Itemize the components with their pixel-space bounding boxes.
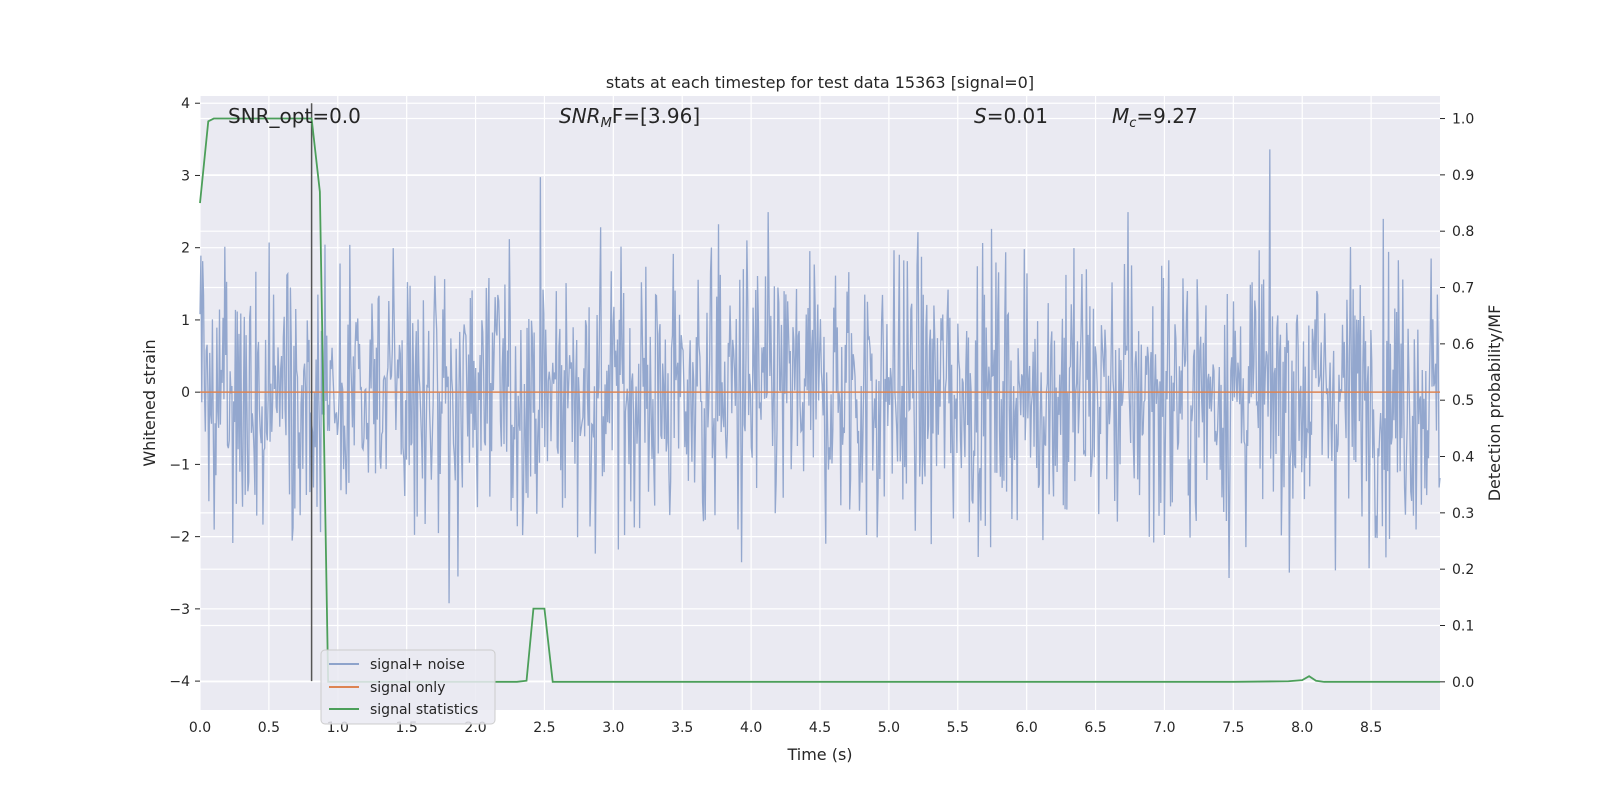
x-tick-label: 8.0 (1291, 720, 1313, 736)
y-right-tick-label: 0.3 (1452, 506, 1474, 522)
chart-title: stats at each timestep for test data 153… (606, 73, 1034, 92)
noise-line (199, 149, 1441, 604)
y-right-tick-label: 0.7 (1452, 281, 1474, 297)
y-left-tick-label: 3 (181, 168, 190, 184)
legend-label-signal-only: signal only (370, 680, 445, 696)
x-tick-label: 0.0 (189, 720, 211, 736)
y-right-tick-labels: 1.0 0.9 0.8 0.7 0.6 0.5 0.4 0.3 0.2 0.1 0.0 (1440, 112, 1474, 691)
x-tick-label: 3.5 (671, 720, 693, 736)
legend: signal+ noise signal only signal statist… (320, 649, 496, 725)
legend-label-noise: signal+ noise (370, 657, 465, 673)
series-signal-statistics (199, 117, 1440, 683)
y-left-tick-label: 4 (181, 96, 190, 112)
y-right-tick-label: 0.5 (1452, 393, 1474, 409)
x-tick-label: 5.5 (947, 720, 969, 736)
y-left-tick-label: −1 (169, 457, 190, 473)
x-tick-label: 4.0 (740, 720, 762, 736)
x-tick-label: 4.5 (809, 720, 831, 736)
y-left-tick-label: −4 (169, 674, 190, 690)
x-tick-label: 8.5 (1360, 720, 1382, 736)
legend-box (320, 649, 496, 725)
x-tick-label: 5.0 (878, 720, 900, 736)
y-right-tick-label: 0.8 (1452, 224, 1474, 240)
x-tick-label: 6.5 (1084, 720, 1106, 736)
x-tick-label: 3.0 (602, 720, 624, 736)
series-signal-plus-noise (199, 149, 1441, 604)
y-right-tick-label: 0.2 (1452, 562, 1474, 578)
y-right-tick-label: 0.0 (1452, 675, 1474, 691)
annotation-snr-opt: SNR_opt=0.0 (228, 104, 361, 128)
y-left-tick-label: 0 (181, 385, 190, 401)
x-axis-label: Time (s) (786, 745, 852, 764)
legend-label-statistics: signal statistics (370, 702, 478, 718)
annotation-s: S=0.01 (974, 104, 1048, 128)
x-tick-label: 7.5 (1222, 720, 1244, 736)
y-left-tick-label: −2 (169, 530, 190, 546)
x-tick-label: 2.5 (533, 720, 555, 736)
y-right-tick-label: 0.4 (1452, 450, 1474, 466)
annotation-mc: Mc=9.27 (1112, 104, 1198, 131)
annotation-snr-mf: SNRMF=[3.96] (559, 104, 700, 131)
y-left-tick-label: −3 (169, 602, 190, 618)
y-right-tick-label: 1.0 (1452, 112, 1474, 128)
y-left-tick-label: 2 (181, 241, 190, 257)
y-right-axis-label: Detection probability/MF (1485, 305, 1504, 502)
y-left-tick-labels: 4 3 2 1 0 −1 −2 −3 −4 (169, 96, 200, 690)
y-left-axis-label: Whitened strain (140, 339, 159, 466)
x-tick-label: 0.5 (258, 720, 280, 736)
y-right-tick-label: 0.9 (1452, 168, 1474, 184)
x-tick-label: 7.0 (1153, 720, 1175, 736)
x-tick-label: 6.0 (1016, 720, 1038, 736)
y-right-tick-label: 0.6 (1452, 337, 1474, 353)
y-left-tick-label: 1 (181, 313, 190, 329)
y-right-tick-label: 0.1 (1452, 619, 1474, 635)
